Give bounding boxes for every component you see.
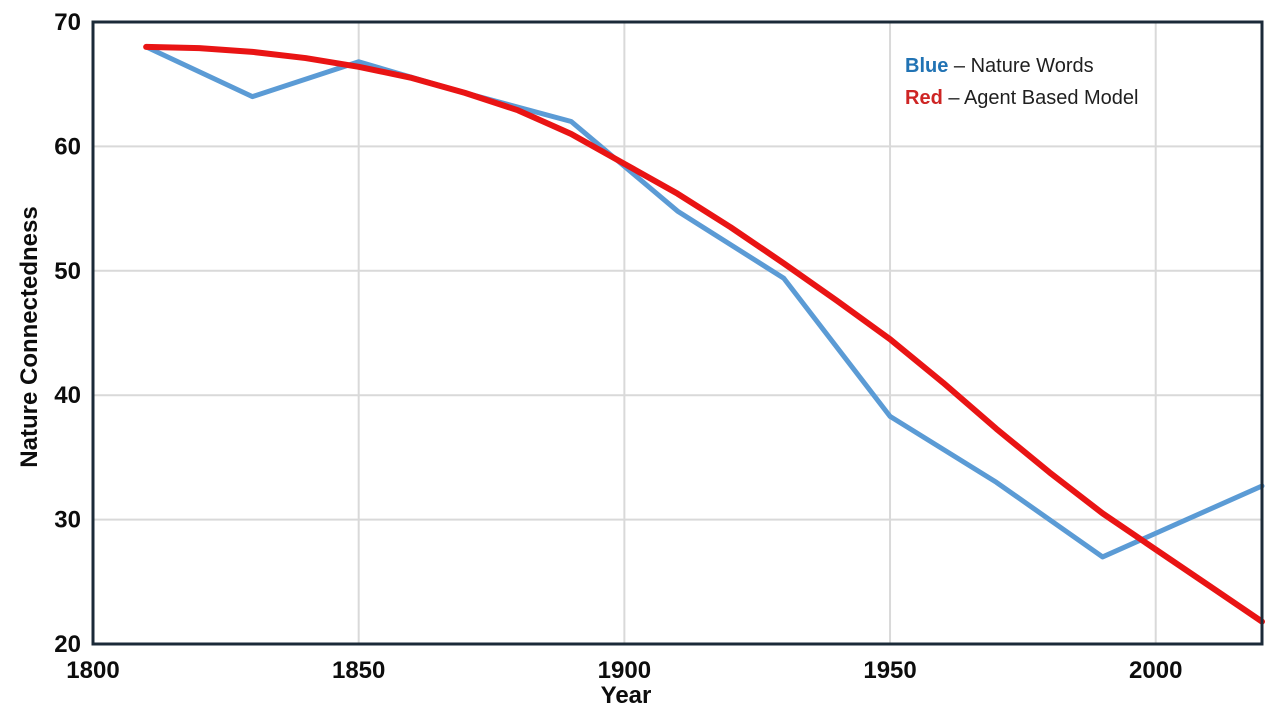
legend-item-nature-words: Blue – Nature Words: [905, 50, 1139, 82]
legend-separator: –: [948, 55, 971, 77]
series-line-nature-words: [143, 44, 1265, 560]
x-tick-label-2000: 2000: [1129, 657, 1182, 684]
legend-item-agent-based-model: Red – Agent Based Model: [905, 82, 1139, 114]
legend-key-red: Red: [905, 87, 943, 109]
x-axis-title: Year: [600, 682, 652, 709]
y-tick-label-30: 30: [54, 507, 81, 534]
y-tick-label-50: 50: [54, 258, 81, 285]
y-axis-title: Nature Connectedness: [16, 206, 43, 468]
y-tick-label-60: 60: [54, 133, 81, 160]
x-tick-label-1950: 1950: [863, 657, 916, 684]
y-tick-label-70: 70: [54, 9, 81, 36]
legend-label-nature-words: Nature Words: [970, 55, 1094, 77]
legend-separator: –: [942, 87, 964, 109]
plot-border: [91, 20, 1264, 646]
x-tick-label-1800: 1800: [66, 657, 119, 684]
x-tick-label-1850: 1850: [332, 657, 385, 684]
series-line-agent-based-model: [143, 43, 1265, 625]
y-tick-label-40: 40: [54, 382, 81, 409]
x-tick-label-1900: 1900: [598, 657, 651, 684]
legend: Blue – Nature Words Red – Agent Based Mo…: [905, 50, 1139, 114]
legend-label-agent-based-model: Agent Based Model: [963, 87, 1139, 109]
y-tick-label-20: 20: [54, 631, 81, 658]
legend-key-blue: Blue: [905, 55, 949, 77]
